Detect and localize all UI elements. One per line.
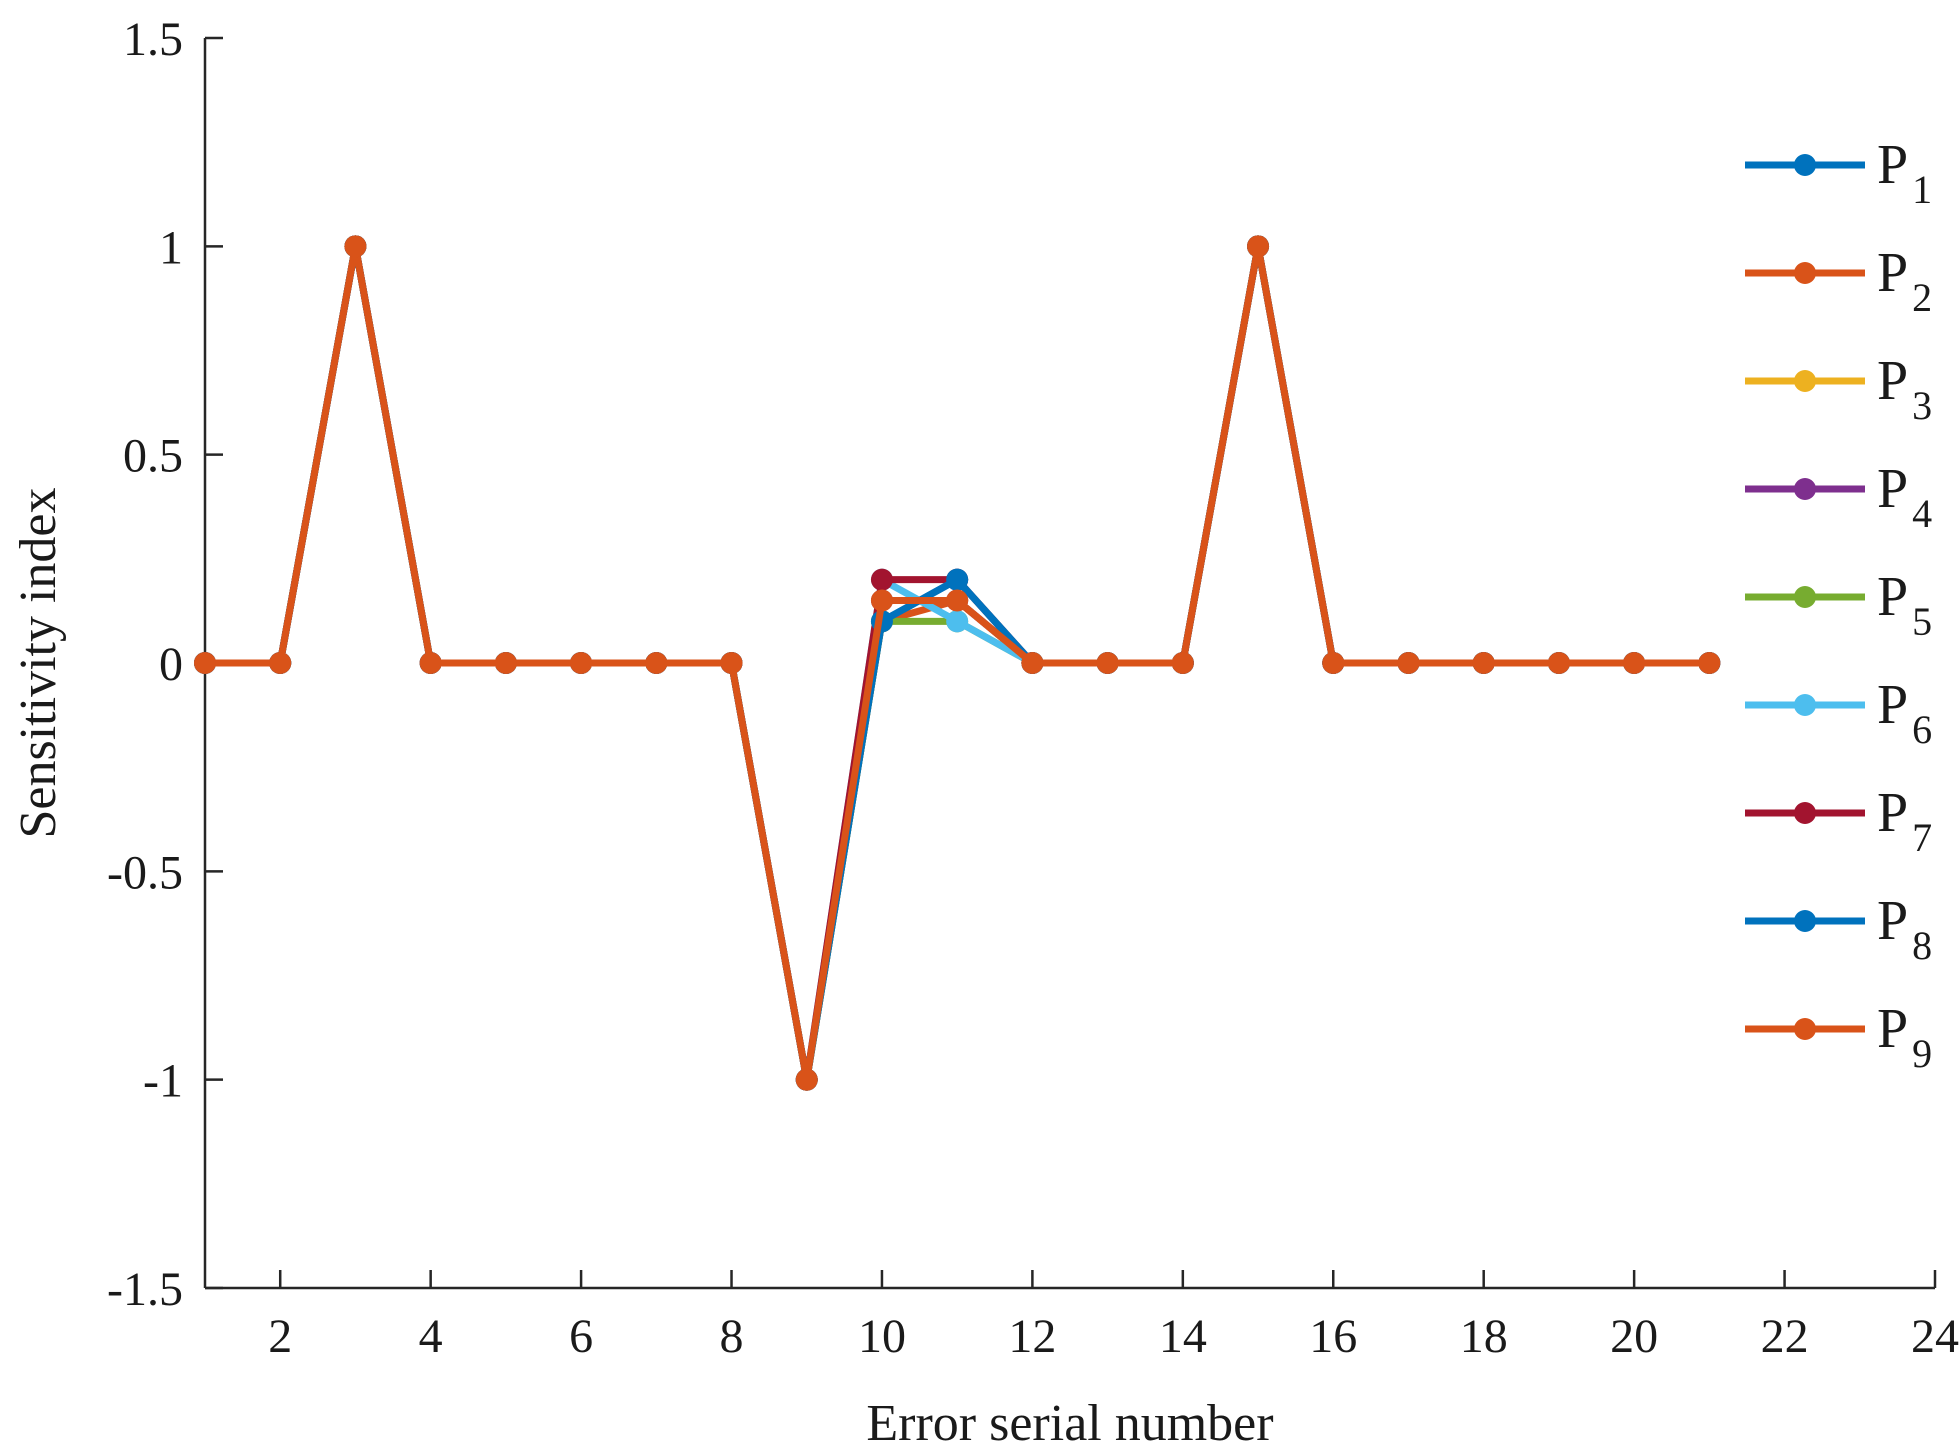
- x-tick-label: 10: [858, 1310, 906, 1363]
- data-point: [419, 652, 442, 674]
- legend-swatch-marker: [1794, 910, 1816, 932]
- legend-label-main: P: [1877, 674, 1908, 736]
- legend-label-subscript: 9: [1912, 1031, 1932, 1076]
- y-tick-label: 0.5: [123, 430, 183, 483]
- x-tick-label: 24: [1911, 1310, 1959, 1363]
- legend-swatch-marker: [1794, 1018, 1816, 1040]
- legend-label-subscript: 7: [1912, 815, 1932, 860]
- legend-label-subscript: 8: [1912, 923, 1932, 968]
- y-tick-label: -1.5: [107, 1263, 183, 1316]
- y-tick-label: 1.5: [123, 13, 183, 66]
- series-P9: [194, 235, 1721, 1091]
- legend-label-main: P: [1877, 890, 1908, 952]
- legend-label-subscript: 6: [1912, 707, 1932, 752]
- legend-label-main: P: [1877, 242, 1908, 304]
- data-point: [870, 568, 893, 591]
- data-point: [1623, 652, 1646, 674]
- x-tick-label: 20: [1610, 1310, 1658, 1363]
- legend-label-main: P: [1877, 566, 1908, 628]
- x-tick-label: 22: [1761, 1310, 1809, 1363]
- y-ticks: 1.5 1 0.5 0 -0.5 -1 -1.5: [107, 13, 223, 1316]
- legend-label-main: P: [1877, 350, 1908, 412]
- x-tick-label: 16: [1309, 1310, 1357, 1363]
- data-point: [795, 1068, 818, 1091]
- x-ticks: 2 4 6 8 10 12 14 16 18 20 22 24: [268, 1270, 1959, 1363]
- legend-label-subscript: 1: [1912, 167, 1932, 212]
- legend-swatch-marker: [1794, 694, 1816, 716]
- legend-label-main: P: [1877, 134, 1908, 196]
- data-point: [720, 652, 743, 674]
- legend-label-subscript: 2: [1912, 275, 1932, 320]
- legend: P 1P 2P 3P 4P 5P 6P 7P 8P 9: [1745, 134, 1932, 1076]
- y-tick-label: -1: [143, 1055, 183, 1108]
- legend-label-subscript: 4: [1912, 491, 1932, 536]
- legend-swatch-marker: [1794, 586, 1816, 608]
- legend-label-subscript: 3: [1912, 383, 1932, 428]
- y-tick-label: -0.5: [107, 846, 183, 899]
- data-point: [344, 235, 367, 258]
- data-point: [1171, 652, 1194, 674]
- data-point: [1698, 652, 1721, 674]
- data-point: [1397, 652, 1420, 674]
- x-axis-label: Error serial number: [866, 1395, 1273, 1452]
- legend-label-main: P: [1877, 998, 1908, 1060]
- y-axis-label: Sensitivity index: [10, 488, 67, 839]
- series-layer: [194, 235, 1721, 1091]
- data-point: [194, 652, 216, 674]
- data-point: [946, 589, 969, 612]
- data-point: [645, 652, 668, 674]
- data-point: [269, 652, 292, 674]
- data-point: [870, 589, 893, 612]
- x-tick-label: 14: [1159, 1310, 1207, 1363]
- data-point: [946, 610, 969, 633]
- data-point: [1547, 652, 1570, 674]
- x-tick-label: 6: [569, 1310, 593, 1363]
- y-tick-label: 1: [159, 221, 183, 274]
- x-tick-label: 2: [268, 1310, 292, 1363]
- data-point: [946, 568, 969, 591]
- x-tick-label: 8: [720, 1310, 744, 1363]
- legend-label-subscript: 5: [1912, 599, 1932, 644]
- data-point: [1472, 652, 1495, 674]
- legend-swatch-marker: [1794, 478, 1816, 500]
- data-point: [1021, 652, 1044, 674]
- legend-swatch-marker: [1794, 802, 1816, 824]
- data-point: [1096, 652, 1119, 674]
- data-point: [1247, 235, 1270, 258]
- x-tick-label: 18: [1460, 1310, 1508, 1363]
- data-point: [1322, 652, 1345, 674]
- x-tick-label: 12: [1008, 1310, 1056, 1363]
- y-tick-label: 0: [159, 638, 183, 691]
- x-tick-label: 4: [419, 1310, 443, 1363]
- legend-label-main: P: [1877, 782, 1908, 844]
- legend-swatch-marker: [1794, 154, 1816, 176]
- data-point: [570, 652, 593, 674]
- legend-label-main: P: [1877, 458, 1908, 520]
- legend-swatch-marker: [1794, 262, 1816, 284]
- legend-swatch-marker: [1794, 370, 1816, 392]
- data-point: [494, 652, 517, 674]
